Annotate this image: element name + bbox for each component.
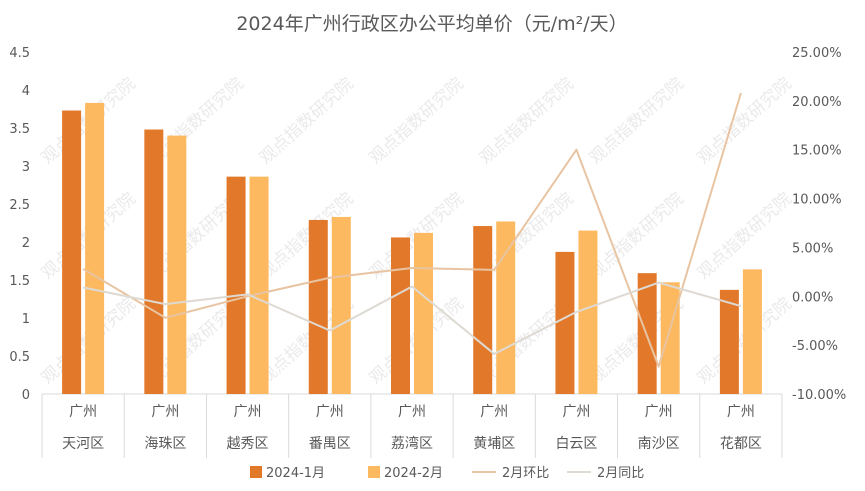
y-left-tick-label: 4.5 [9, 46, 30, 61]
watermark-text: 观点指数研究院 [694, 189, 796, 283]
bar [742, 269, 762, 394]
y-left-tick-label: 2.5 [9, 198, 30, 213]
watermark-text: 观点指数研究院 [366, 74, 468, 168]
watermark-text: 观点指数研究院 [256, 74, 358, 168]
watermark-text: 观点指数研究院 [586, 74, 688, 168]
bar [473, 226, 493, 394]
x-tick-label: 白云区 [555, 436, 597, 452]
y-right-tick-label: -5.00% [792, 339, 838, 354]
x-tick-label: 广州 [234, 404, 262, 420]
bar [85, 102, 105, 395]
watermark-text: 观点指数研究院 [586, 189, 688, 283]
x-tick-label: 海珠区 [144, 436, 186, 452]
y-right-tick-label: 0.00% [792, 290, 833, 305]
x-tick-label: 花都区 [720, 436, 762, 452]
x-tick-label: 番禺区 [309, 436, 351, 452]
x-tick-label: 广州 [69, 404, 97, 420]
bar [144, 129, 164, 394]
bar [308, 219, 328, 394]
x-tick-label: 越秀区 [227, 436, 269, 452]
legend-label: 2月同比 [597, 466, 644, 481]
x-tick-label: 广州 [727, 404, 755, 420]
bar [167, 135, 187, 394]
lines-layer [82, 92, 742, 368]
x-tick-label: 广州 [645, 404, 673, 420]
y-left-tick-label: 3 [22, 160, 30, 175]
x-tick-label: 广州 [398, 404, 426, 420]
y-left-tick-label: 1.5 [9, 274, 30, 289]
x-tick-label: 广州 [316, 404, 344, 420]
x-tick-label: 广州 [480, 404, 508, 420]
y-right-tick-label: 10.00% [792, 193, 842, 208]
y-left-tick-label: 3.5 [9, 122, 30, 137]
watermark-text: 观点指数研究院 [476, 74, 578, 168]
y-right-tick-label: 5.00% [792, 241, 833, 256]
legend-swatch [250, 466, 262, 478]
bar [660, 282, 680, 394]
bar [249, 176, 269, 394]
bar [414, 232, 433, 394]
line-series [82, 92, 742, 368]
y-left-tick-label: 2 [22, 236, 30, 251]
y-left-tick-label: 4 [22, 84, 30, 99]
y-left-tick-label: 0 [22, 388, 30, 403]
legend-label: 2月环比 [502, 466, 549, 481]
x-tick-label: 荔湾区 [391, 435, 433, 452]
axes-layer: 0 0.5 1 1.5 2 2.5 3 3.5 4 4.5 -10.00% -5.00% 0.00% 5.… [9, 46, 846, 458]
bar [62, 110, 82, 395]
y-left-tick-label: 0.5 [9, 350, 30, 365]
y-right-tick-label: 15.00% [792, 144, 842, 159]
x-tick-label: 黄埔区 [473, 435, 515, 452]
x-tick-label: 广州 [151, 404, 179, 420]
x-tick-label: 天河区 [62, 436, 104, 452]
x-tick-label: 南沙区 [638, 436, 680, 452]
legend-label: 2024-1月 [266, 466, 325, 481]
bar [331, 216, 351, 394]
bar [226, 176, 246, 394]
legend: 2024-1月 2024-2月 2月环比 2月同比 [250, 466, 644, 481]
y-right-tick-label: 25.00% [792, 46, 842, 61]
bar [555, 251, 575, 394]
bar [578, 230, 598, 394]
line-series [82, 281, 742, 355]
bar [391, 237, 410, 394]
x-tick-label: 广州 [562, 404, 590, 420]
y-right-tick-label: 20.00% [792, 95, 842, 110]
bar [496, 221, 516, 394]
y-left-tick-label: 1 [22, 312, 30, 327]
watermark-text: 观点指数研究院 [694, 74, 796, 168]
legend-label: 2024-2月 [384, 466, 443, 481]
legend-swatch [368, 466, 380, 478]
y-right-tick-label: -10.00% [792, 388, 846, 403]
bar [719, 289, 739, 394]
bars-layer [62, 102, 762, 395]
chart-title: 2024年广州行政区办公平均单价（元/m²/天） [236, 13, 627, 35]
